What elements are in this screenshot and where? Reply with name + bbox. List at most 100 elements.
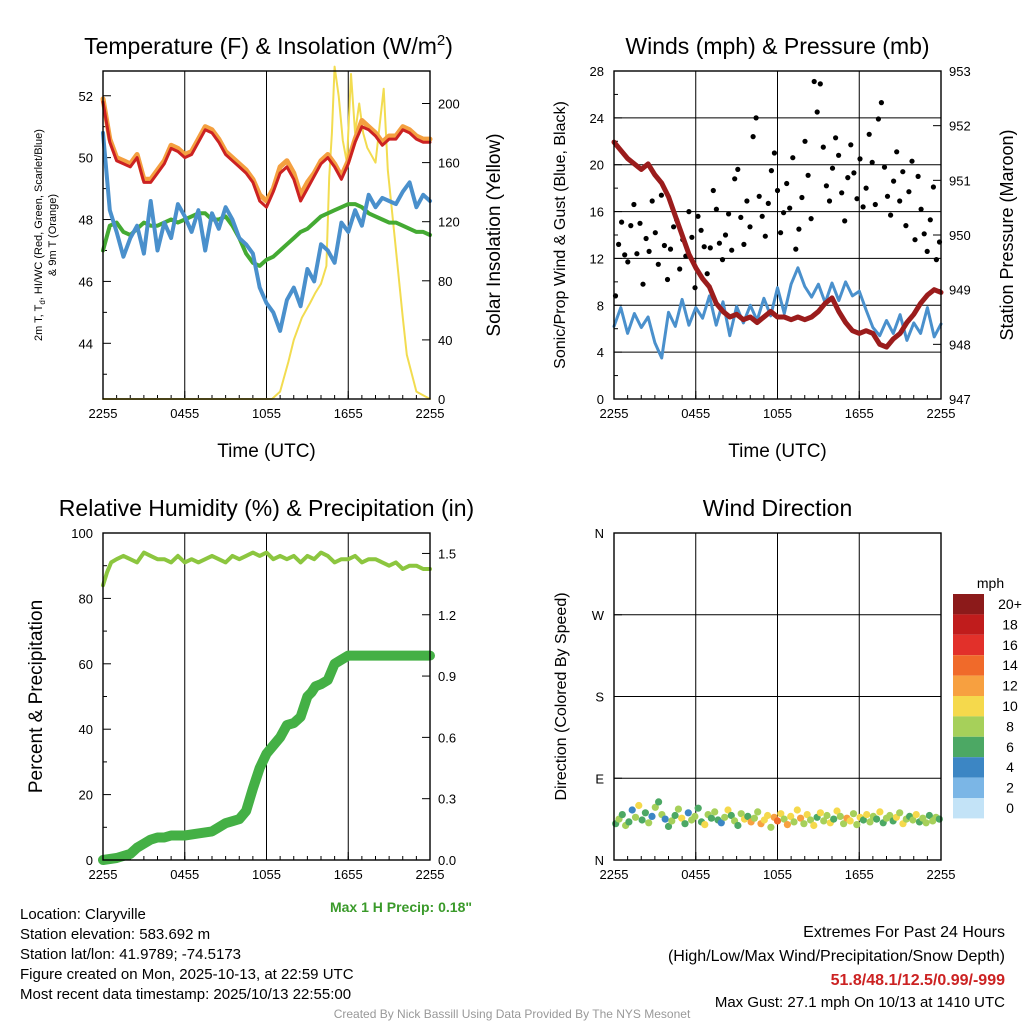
wind-xtick-label: 2255	[600, 406, 629, 421]
wind-gust-point	[796, 226, 802, 232]
created-text: Figure created on Mon, 2025-10-13, at 22…	[20, 966, 354, 983]
rh-y2tick-label: 1.2	[438, 608, 456, 623]
temp-xtick-label: 0455	[170, 406, 199, 421]
wdir-point	[846, 817, 854, 825]
wind-gust-point	[909, 158, 915, 164]
wind-ytick-label: 28	[590, 64, 604, 79]
wdir-point	[724, 806, 732, 814]
wind-gust-point	[860, 204, 866, 210]
wdir-point	[651, 803, 659, 811]
temp-ytick-label: 52	[79, 89, 93, 104]
wdir-xtick-label: 1055	[763, 867, 792, 882]
wind-y2tick-label: 951	[949, 173, 971, 188]
temp-y2tick-label: 0	[438, 392, 445, 407]
wdir-point	[922, 819, 930, 827]
rh-ytick-label: 0	[86, 853, 93, 868]
wind-xtick-label: 0455	[681, 406, 710, 421]
wind-gust-point	[833, 135, 839, 141]
wind-gust-point	[854, 196, 860, 202]
wind-gust-point	[768, 168, 775, 174]
wind-gust-point	[649, 198, 655, 204]
wdir-point	[678, 814, 686, 822]
wind-gust-point	[719, 257, 726, 263]
wdir-point	[744, 812, 752, 821]
temp-y2tick-label: 80	[438, 274, 452, 289]
wind-gust-point	[817, 81, 823, 87]
wind-y2label: Station Pressure (Maroon)	[997, 129, 1017, 340]
wind-gust-point	[738, 214, 744, 220]
wind-title: Winds (mph) & Pressure (mb)	[625, 33, 929, 59]
wind-gust-point	[664, 276, 671, 283]
temp-title-sup: 2	[437, 32, 445, 49]
wind-xtick-label: 1055	[763, 406, 792, 421]
wdir-point	[840, 820, 848, 828]
wdir-point	[803, 811, 811, 819]
wdir-point	[691, 812, 699, 821]
wdir-point	[631, 813, 640, 821]
wdir-point	[737, 810, 745, 818]
colorbar-swatch	[953, 594, 984, 615]
wdir-point	[734, 821, 742, 830]
temp-title-main: Temperature (F) & Insolation (W/m	[84, 33, 437, 59]
wdir-point	[711, 808, 719, 816]
rh-ytick-label: 80	[79, 591, 93, 606]
colorbar-swatch	[953, 675, 984, 696]
wdir-xtick-label: 0455	[681, 867, 710, 882]
wdir-point	[935, 815, 943, 823]
wind-xtick-label: 2255	[927, 406, 956, 421]
wind-y2tick-label: 953	[949, 64, 971, 79]
wind-gust-point	[704, 271, 710, 277]
wind-gust-point	[701, 244, 707, 250]
wdir-point	[668, 817, 676, 825]
wind-gust-point	[771, 150, 778, 156]
wdir-point	[628, 806, 636, 814]
wind-y2tick-label: 948	[949, 337, 971, 352]
wind-gust-point	[750, 134, 756, 140]
wind-xlabel: Time (UTC)	[728, 441, 827, 462]
recent-data-text: Most recent data timestamp: 2025/10/13 2…	[20, 986, 352, 1003]
wdir-point	[849, 810, 858, 818]
wind-gust-point	[646, 248, 652, 254]
wdir-point	[625, 818, 633, 826]
wind-gust-point	[787, 205, 793, 211]
colorbar-label: 20+	[998, 596, 1022, 612]
wind-series-station-pressure	[611, 139, 944, 350]
wdir-point	[618, 811, 626, 819]
wind-gust-point	[906, 189, 912, 195]
wdir-point	[767, 823, 775, 831]
wdir-ytick-label: N	[595, 526, 604, 541]
wind-gust-point	[814, 109, 820, 115]
wdir-xtick-label: 1655	[845, 867, 874, 882]
wdir-point	[823, 811, 831, 820]
extremes-values: 51.8/48.1/12.5/0.99/-999	[830, 972, 1005, 989]
wind-gust-point	[808, 216, 814, 222]
colorbar-label: 14	[1002, 657, 1018, 673]
wdir-point	[925, 811, 934, 820]
wdir-ytick-label: W	[592, 608, 605, 623]
wdir-point	[783, 821, 792, 829]
wdir-point	[912, 811, 920, 819]
temp-xlabel: Time (UTC)	[217, 441, 316, 462]
wind-ytick-label: 8	[597, 298, 604, 313]
wind-gust-point	[634, 251, 640, 257]
wind-gust-point	[881, 164, 888, 170]
colorbar-title: mph	[977, 575, 1004, 591]
wdir-point	[681, 820, 689, 828]
wind-gust-point	[671, 224, 677, 230]
wind-gust-point	[686, 209, 692, 215]
rh-series-relative-humidity	[101, 550, 432, 588]
temp-title: Temperature (F) & Insolation (W/m2)	[84, 32, 453, 59]
station-info: Location: Claryville Station elevation: …	[20, 905, 354, 1005]
colorbar-label: 12	[1002, 678, 1018, 694]
wind-gust-point	[918, 206, 924, 212]
colorbar-swatch	[953, 736, 984, 758]
wind-gust-point	[643, 235, 649, 242]
temp-series-2m-t	[101, 100, 432, 209]
rh-y2tick-label: 0.0	[438, 853, 456, 868]
wind-gust-point	[799, 194, 805, 201]
wind-gust-point	[921, 231, 927, 237]
wind-gust-point	[900, 169, 906, 175]
wdir-point	[645, 819, 653, 827]
rh-max-precip-annotation: Max 1 H Precip: 0.18"	[330, 899, 472, 915]
